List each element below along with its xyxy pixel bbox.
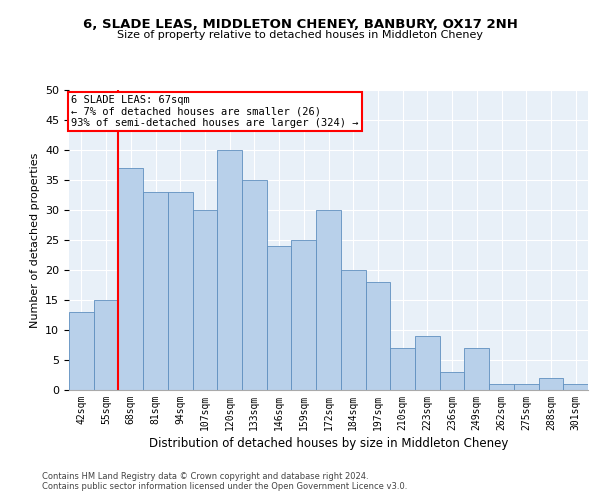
Text: Size of property relative to detached houses in Middleton Cheney: Size of property relative to detached ho…	[117, 30, 483, 40]
Text: Contains public sector information licensed under the Open Government Licence v3: Contains public sector information licen…	[42, 482, 407, 491]
Bar	[292, 240, 316, 390]
Bar	[168, 192, 193, 390]
Bar	[514, 384, 539, 390]
Bar	[365, 282, 390, 390]
Bar	[464, 348, 489, 390]
Bar	[242, 180, 267, 390]
Bar	[415, 336, 440, 390]
Bar	[143, 192, 168, 390]
Bar	[489, 384, 514, 390]
Bar	[69, 312, 94, 390]
Bar	[217, 150, 242, 390]
Bar	[267, 246, 292, 390]
Y-axis label: Number of detached properties: Number of detached properties	[29, 152, 40, 328]
Bar	[316, 210, 341, 390]
Bar	[118, 168, 143, 390]
Bar	[539, 378, 563, 390]
Bar	[94, 300, 118, 390]
Text: 6 SLADE LEAS: 67sqm
← 7% of detached houses are smaller (26)
93% of semi-detache: 6 SLADE LEAS: 67sqm ← 7% of detached hou…	[71, 95, 358, 128]
Text: Contains HM Land Registry data © Crown copyright and database right 2024.: Contains HM Land Registry data © Crown c…	[42, 472, 368, 481]
Bar	[563, 384, 588, 390]
Bar	[193, 210, 217, 390]
Bar	[341, 270, 365, 390]
X-axis label: Distribution of detached houses by size in Middleton Cheney: Distribution of detached houses by size …	[149, 437, 508, 450]
Bar	[390, 348, 415, 390]
Bar	[440, 372, 464, 390]
Text: 6, SLADE LEAS, MIDDLETON CHENEY, BANBURY, OX17 2NH: 6, SLADE LEAS, MIDDLETON CHENEY, BANBURY…	[83, 18, 517, 30]
